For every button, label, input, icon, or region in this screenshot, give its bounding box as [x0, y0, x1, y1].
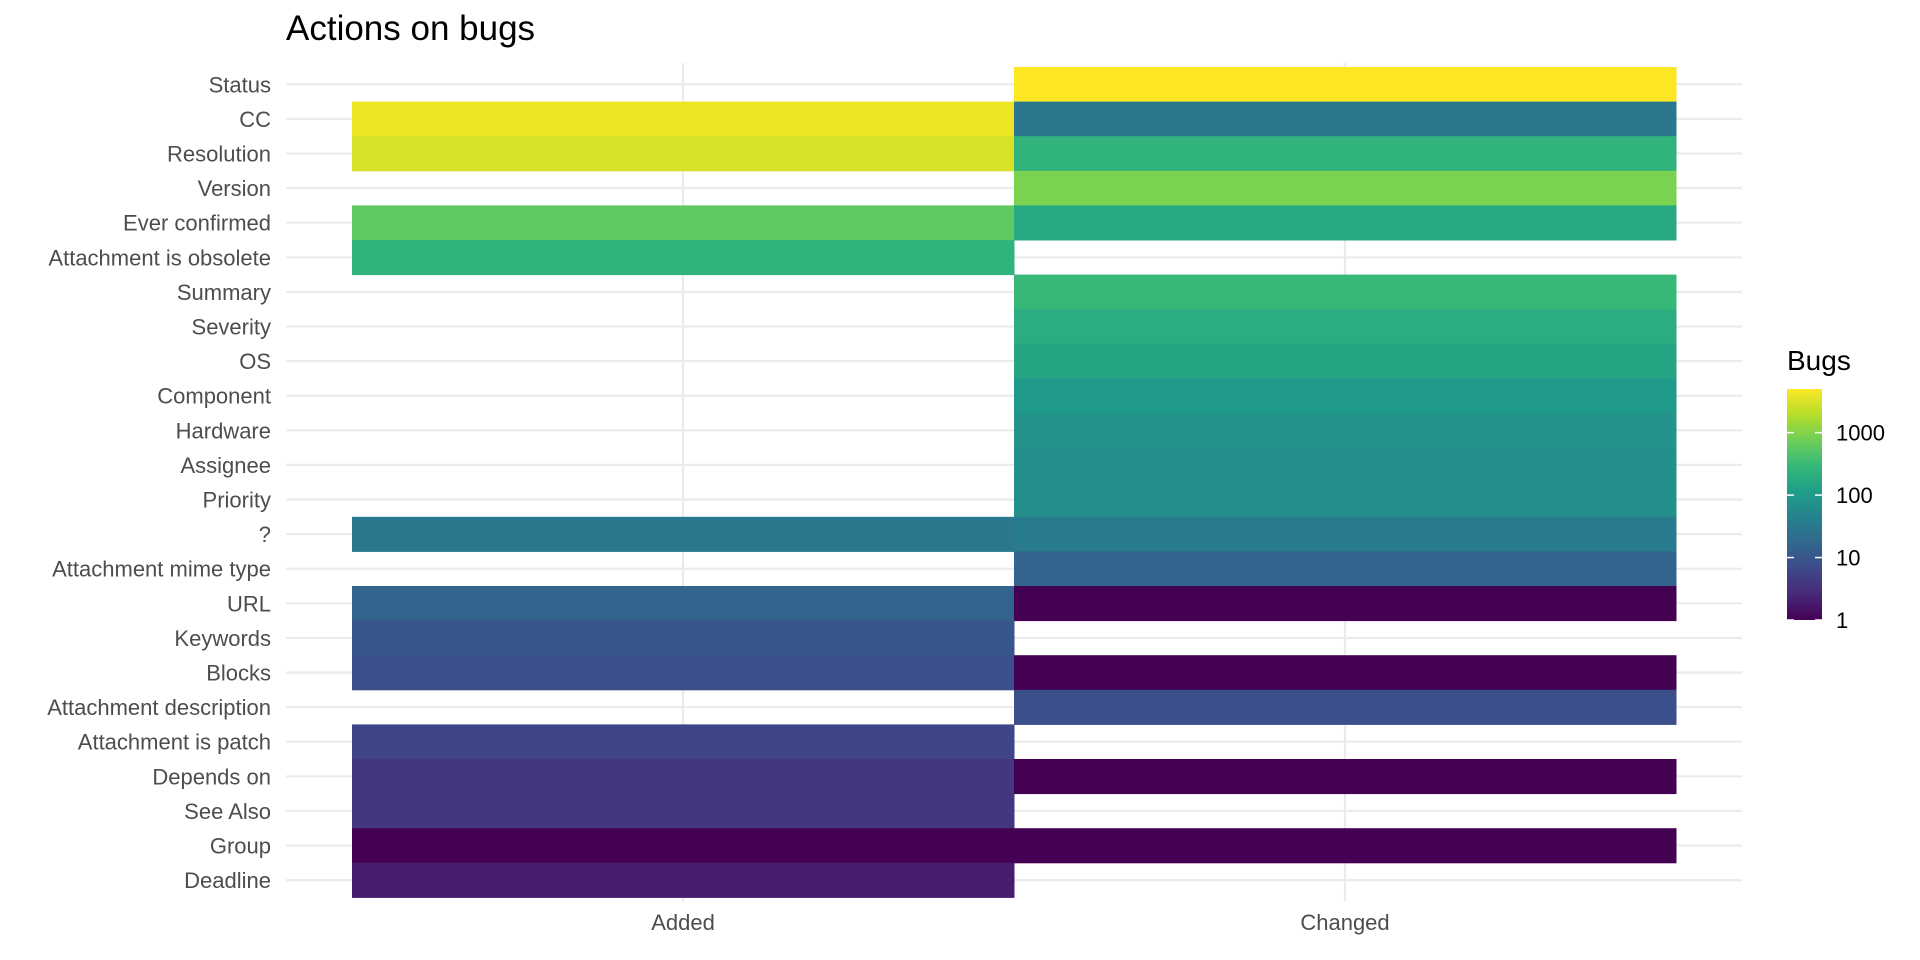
cell-added-group	[352, 828, 1015, 864]
y-tick-os: OS	[239, 349, 271, 374]
cell-changed-ever-confirmed	[1014, 205, 1677, 241]
y-tick-q: ?	[259, 522, 271, 547]
cell-changed-hardware	[1014, 413, 1677, 449]
heatmap-cells	[352, 67, 1677, 898]
color-legend: Bugs 1 10 100 1000	[1787, 345, 1885, 633]
y-tick-attachment-mime-type: Attachment mime type	[52, 557, 271, 582]
cell-added-see-also	[352, 793, 1015, 829]
legend-tick-label-1000: 1000	[1836, 421, 1885, 446]
cell-changed-url	[1014, 586, 1677, 622]
cell-changed-version	[1014, 170, 1677, 206]
cell-changed-status	[1014, 67, 1677, 103]
y-tick-assignee: Assignee	[180, 453, 271, 478]
cell-added-resolution	[352, 136, 1015, 172]
cell-changed-os	[1014, 343, 1677, 379]
y-tick-group: Group	[210, 834, 271, 859]
y-tick-attachment-is-patch: Attachment is patch	[78, 730, 271, 755]
y-tick-deadline: Deadline	[184, 868, 271, 893]
cell-changed-group	[1014, 828, 1677, 864]
cell-changed-depends-on	[1014, 759, 1677, 795]
cell-added-q	[352, 516, 1015, 552]
cell-added-cc	[352, 101, 1015, 137]
x-tick-changed: Changed	[1300, 910, 1389, 935]
x-tick-added: Added	[651, 910, 715, 935]
y-tick-summary: Summary	[177, 280, 271, 305]
cell-added-url	[352, 586, 1015, 622]
cell-changed-blocks	[1014, 655, 1677, 691]
legend-tick-label-10: 10	[1836, 546, 1860, 571]
cell-added-deadline	[352, 862, 1015, 898]
y-tick-hardware: Hardware	[176, 418, 271, 443]
x-axis-tick-labels: Added Changed	[651, 910, 1389, 935]
cell-added-attachment-is-obsolete	[352, 240, 1015, 276]
y-tick-version: Version	[198, 176, 271, 201]
y-tick-cc: CC	[239, 107, 271, 132]
legend-ticks: 1 10 100 1000	[1787, 421, 1885, 633]
cell-changed-component	[1014, 378, 1677, 414]
cell-changed-attachment-mime-type	[1014, 551, 1677, 587]
cell-changed-assignee	[1014, 447, 1677, 483]
legend-color-bar	[1787, 389, 1822, 620]
chart-title: Actions on bugs	[286, 9, 535, 48]
legend-tick-label-1: 1	[1836, 608, 1848, 633]
y-tick-url: URL	[227, 591, 271, 616]
cell-changed-attachment-description	[1014, 689, 1677, 725]
cell-changed-q	[1014, 516, 1677, 552]
cell-changed-severity	[1014, 309, 1677, 345]
cell-changed-priority	[1014, 482, 1677, 518]
y-tick-see-also: See Also	[184, 799, 271, 824]
cell-changed-summary	[1014, 274, 1677, 310]
y-tick-priority: Priority	[203, 488, 271, 513]
y-axis-tick-labels: Status CC Resolution Version Ever confirmed A…	[47, 72, 271, 893]
cell-added-blocks	[352, 655, 1015, 691]
y-tick-status: Status	[209, 72, 271, 97]
y-tick-severity: Severity	[192, 315, 271, 340]
cell-added-ever-confirmed	[352, 205, 1015, 241]
y-tick-attachment-is-obsolete: Attachment is obsolete	[48, 245, 271, 270]
y-tick-keywords: Keywords	[174, 626, 271, 651]
y-tick-ever-confirmed: Ever confirmed	[123, 211, 271, 236]
y-tick-attachment-description: Attachment description	[47, 695, 271, 720]
cell-changed-resolution	[1014, 136, 1677, 172]
legend-tick-label-100: 100	[1836, 483, 1873, 508]
cell-added-depends-on	[352, 759, 1015, 795]
cell-added-attachment-is-patch	[352, 724, 1015, 760]
cell-changed-cc	[1014, 101, 1677, 137]
y-tick-blocks: Blocks	[206, 661, 271, 686]
legend-title: Bugs	[1787, 345, 1851, 376]
y-tick-component: Component	[157, 384, 271, 409]
y-tick-resolution: Resolution	[167, 142, 271, 167]
cell-added-keywords	[352, 620, 1015, 656]
y-tick-depends-on: Depends on	[152, 764, 271, 789]
